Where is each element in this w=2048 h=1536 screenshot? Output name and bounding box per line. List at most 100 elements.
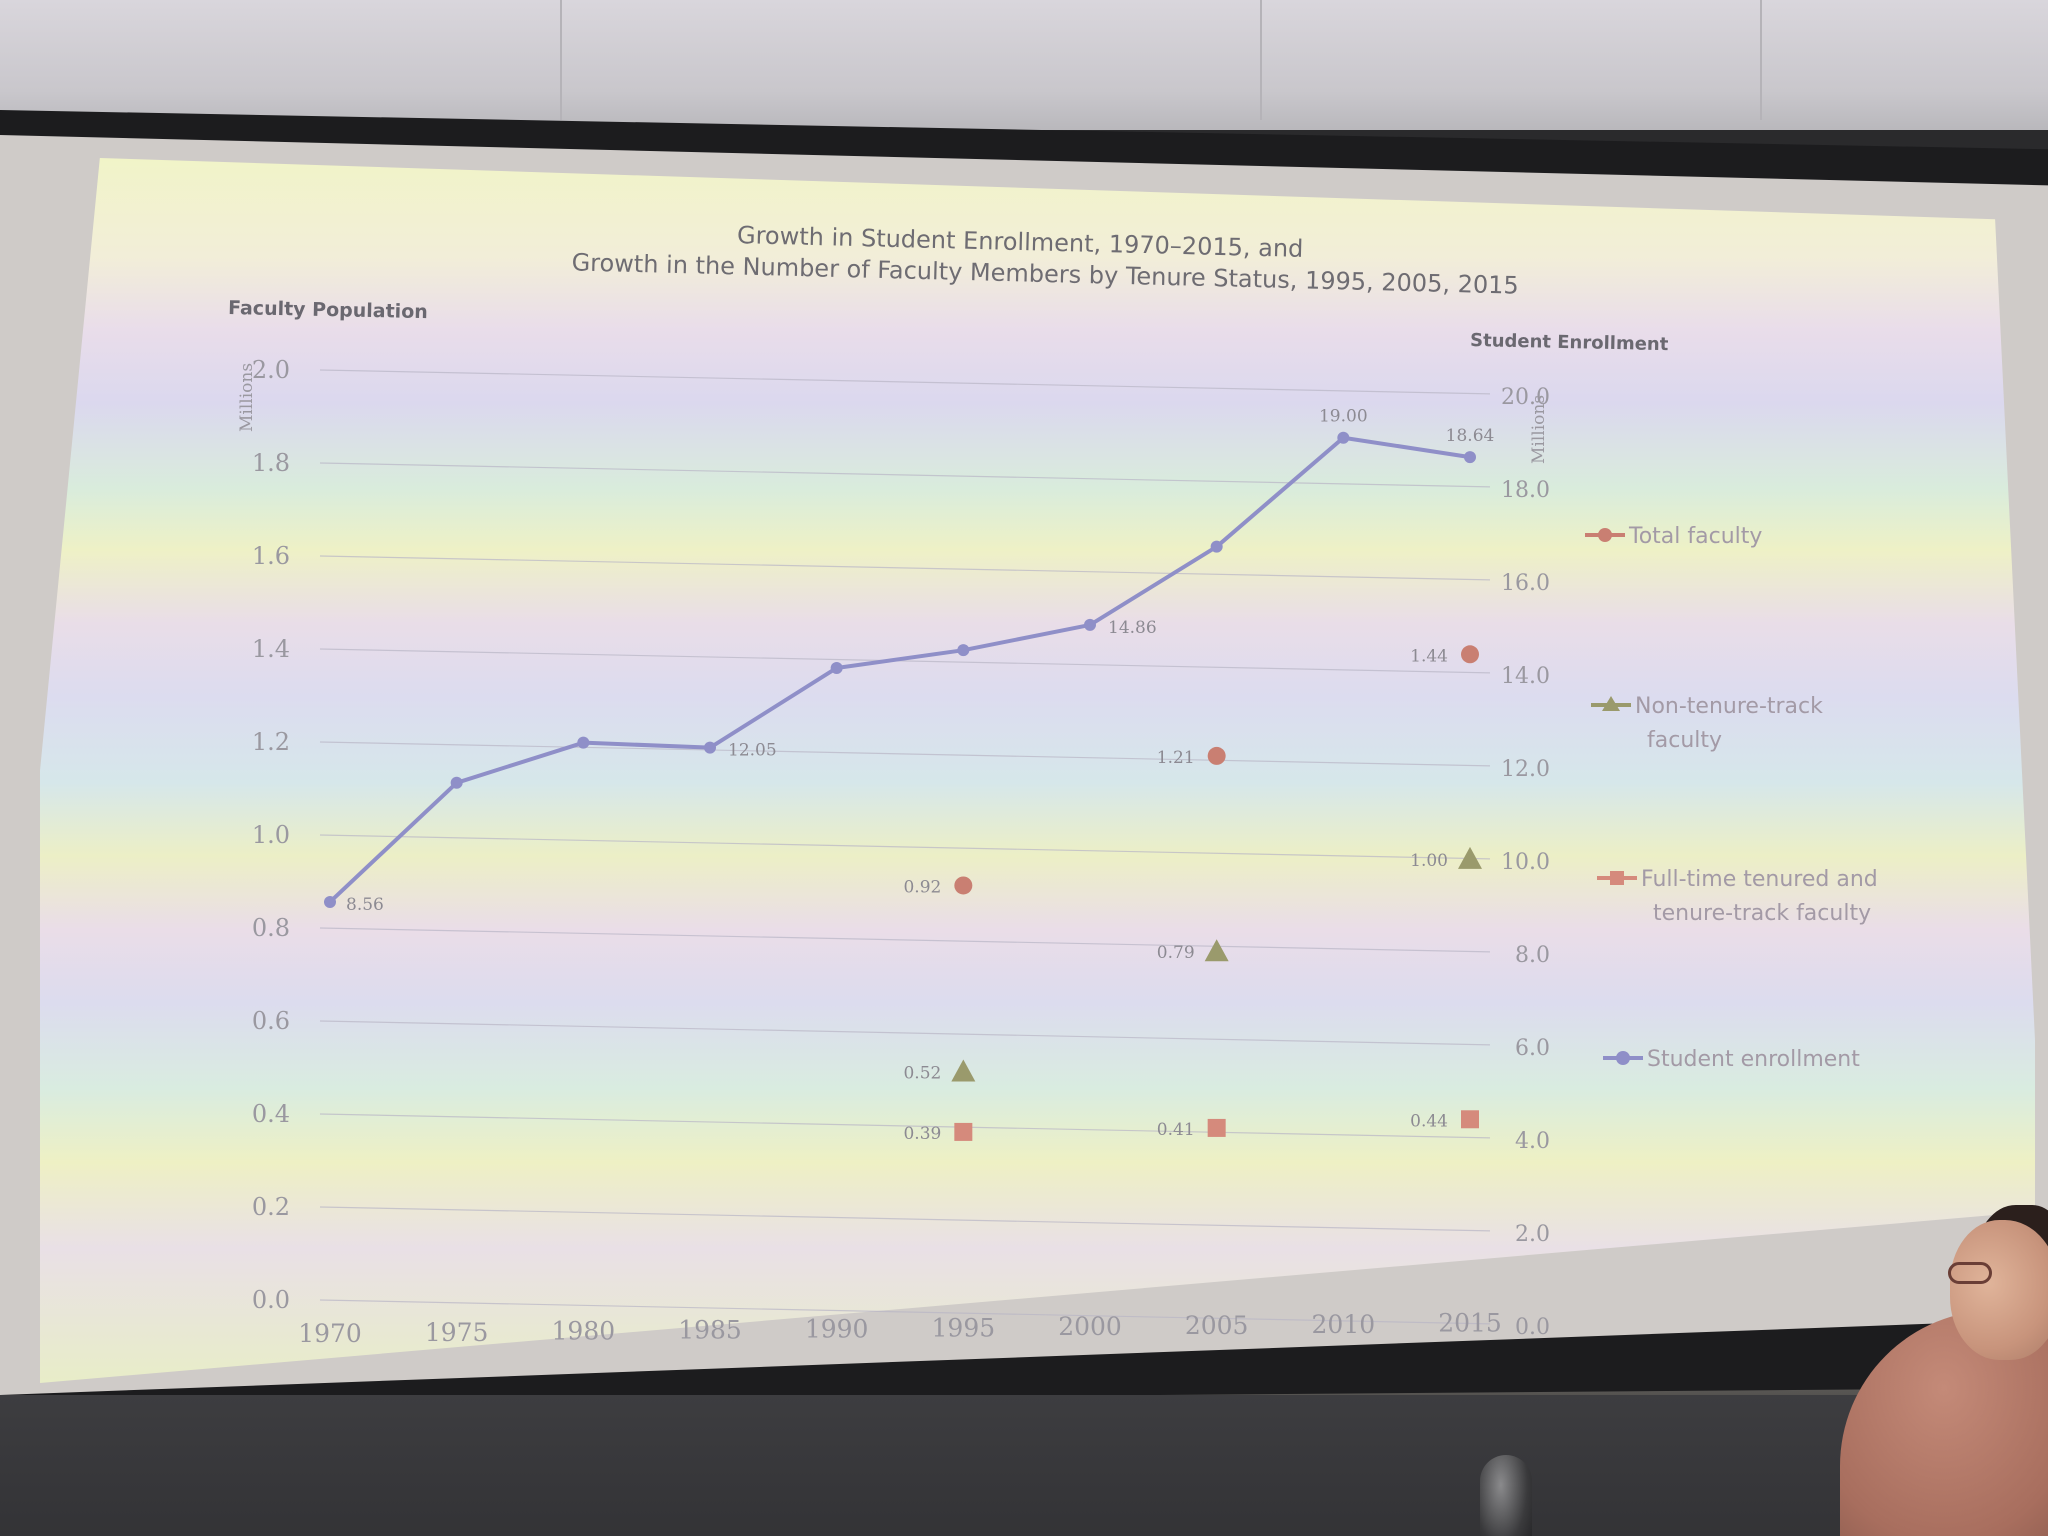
- audience-person-head: [1950, 1220, 2048, 1360]
- gridline: [319, 1299, 1491, 1325]
- gridline: [319, 555, 1491, 581]
- x-axis-tick-label: 1985: [678, 1316, 742, 1345]
- data-label: 0.52: [903, 1063, 941, 1083]
- gridline: [319, 927, 1491, 953]
- enrollment-line: [328, 435, 1471, 904]
- room-floor: [0, 1395, 2048, 1536]
- enrollment-point: [1210, 540, 1223, 553]
- right-axis-tick-label: 14.0: [1501, 664, 1550, 689]
- enrollment-point: [324, 895, 336, 908]
- legend-marker-circle: [1616, 1051, 1630, 1065]
- enrollment-point: [830, 661, 843, 674]
- left-axis-tick-label: 2.0: [252, 356, 290, 384]
- glasses-icon: [1948, 1262, 1992, 1284]
- x-axis-tick-label: 2010: [1312, 1310, 1376, 1339]
- square-marker: [1461, 1110, 1479, 1129]
- data-label: 0.92: [903, 877, 941, 897]
- enrollment-point: [450, 776, 463, 789]
- left-axis-title: Faculty Population: [228, 297, 428, 323]
- slide-background: [40, 158, 2035, 1383]
- x-axis-tick-label: 2015: [1438, 1309, 1502, 1338]
- legend-marker-square: [1610, 871, 1624, 885]
- ceiling: [0, 0, 2048, 130]
- data-label: 8.56: [346, 895, 384, 915]
- legend-label: tenure-track faculty: [1653, 901, 1871, 926]
- gridline: [319, 1113, 1491, 1139]
- ceiling-seam: [1260, 0, 1262, 120]
- triangle-marker: [1204, 939, 1229, 962]
- enrollment-point: [1337, 431, 1350, 444]
- right-axis-units: Millions: [1529, 395, 1549, 464]
- data-label: 0.44: [1410, 1111, 1448, 1131]
- right-axis-tick-label: 16.0: [1501, 571, 1550, 596]
- legend-marker-triangle: [1602, 696, 1620, 711]
- x-axis-tick-label: 2005: [1185, 1311, 1249, 1340]
- x-axis-tick-label: 1990: [805, 1314, 869, 1343]
- right-axis-tick-label: 0.0: [1515, 1315, 1550, 1340]
- enrollment-point: [1464, 451, 1476, 464]
- legend-label: Student enrollment: [1647, 1047, 1860, 1072]
- data-label: 0.39: [903, 1124, 941, 1144]
- right-axis-tick-label: 6.0: [1515, 1036, 1550, 1061]
- enrollment-point: [1084, 618, 1096, 631]
- gridlines: [319, 369, 1491, 1325]
- series: 8.56 12.05 14.86 19.00 18.64 0.92 1.21 1.44 0.52…: [324, 407, 1494, 1144]
- right-axis-tick-label: 2.0: [1515, 1222, 1550, 1247]
- right-axis-title: Student Enrollment: [1470, 330, 1669, 355]
- enrollment-point: [577, 736, 590, 749]
- right-axis-tick-label: 20.0: [1501, 385, 1550, 410]
- data-label: 1.21: [1157, 748, 1195, 768]
- ceiling-seam: [560, 0, 562, 120]
- circle-marker: [954, 876, 973, 895]
- data-label: 12.05: [728, 741, 777, 761]
- left-axis-tick-label: 1.4: [252, 635, 290, 663]
- legend-label: Non-tenure-track: [1635, 694, 1823, 719]
- right-axis-tick-label: 12.0: [1501, 757, 1550, 782]
- gridline: [319, 1206, 1491, 1232]
- x-axis-tick-label: 1995: [932, 1313, 996, 1342]
- circle-marker: [1207, 746, 1226, 765]
- gridline: [319, 741, 1491, 767]
- data-label: 0.41: [1157, 1120, 1195, 1140]
- left-axis-tick-label: 0.8: [252, 914, 290, 942]
- square-marker: [1207, 1118, 1226, 1137]
- square-marker: [954, 1122, 973, 1141]
- legend-label: Full-time tenured and: [1641, 867, 1878, 892]
- legend-marker-circle: [1598, 528, 1612, 542]
- data-label: 1.00: [1410, 851, 1448, 871]
- x-axis-tick-label: 1975: [425, 1318, 489, 1347]
- left-axis-tick-label: 1.8: [252, 449, 290, 477]
- data-label: 1.44: [1410, 646, 1448, 666]
- data-label: 0.79: [1157, 943, 1195, 963]
- left-axis-tick-label: 1.6: [252, 542, 290, 570]
- data-label: 19.00: [1319, 407, 1368, 427]
- right-axis-tick-label: 8.0: [1515, 943, 1550, 968]
- enrollment-point: [957, 644, 970, 657]
- gridline: [319, 834, 1491, 860]
- legend: Total faculty Non-tenure-track faculty Full…: [1585, 524, 1878, 1072]
- legend-label: Total faculty: [1628, 524, 1762, 549]
- triangle-marker: [1458, 846, 1482, 869]
- ceiling-seam: [1760, 0, 1762, 120]
- right-axis-tick-label: 4.0: [1515, 1129, 1550, 1154]
- gridline: [319, 1020, 1491, 1046]
- x-axis-tick-label: 2000: [1058, 1312, 1122, 1341]
- axes: 0.0 0.2 0.4 0.6 0.8 1.0 1.2 1.4 1.6 1.8 2.0 0.0 2.0 4…: [252, 356, 1550, 1348]
- gridline: [319, 462, 1491, 488]
- left-axis-tick-label: 0.2: [252, 1193, 290, 1221]
- gridline: [319, 369, 1491, 395]
- right-axis-tick-label: 18.0: [1501, 478, 1550, 503]
- left-axis-tick-label: 1.2: [252, 728, 290, 756]
- left-axis-tick-label: 1.0: [252, 821, 290, 849]
- left-axis-tick-label: 0.0: [252, 1286, 290, 1314]
- data-label: 14.86: [1108, 618, 1157, 638]
- right-axis-tick-label: 10.0: [1501, 850, 1550, 875]
- enrollment-point: [704, 741, 716, 754]
- microphone: [1480, 1455, 1532, 1536]
- left-axis-tick-label: 0.6: [252, 1007, 290, 1035]
- left-axis-units: Millions: [237, 363, 257, 432]
- circle-marker: [1461, 645, 1479, 664]
- x-axis-tick-label: 1970: [298, 1319, 362, 1348]
